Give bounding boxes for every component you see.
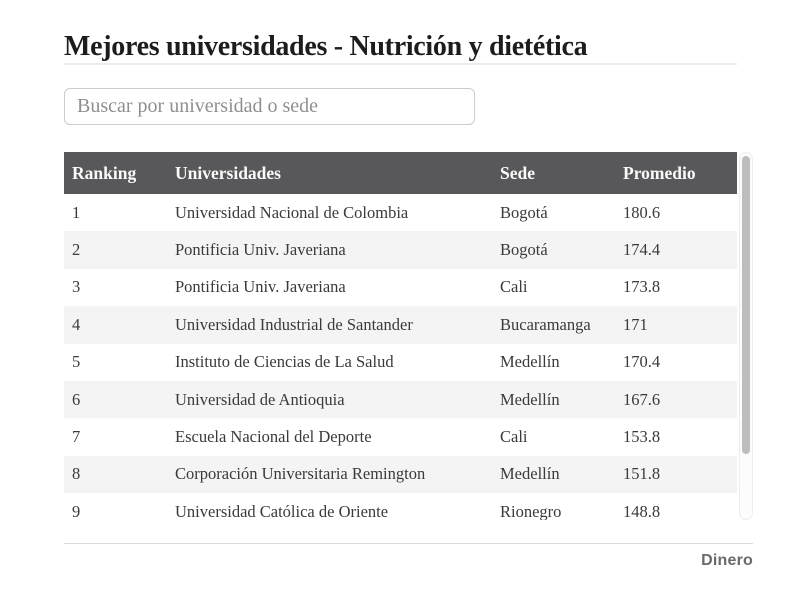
cell-promedio: 174.4 xyxy=(623,240,661,260)
cell-universidad: Universidad Industrial de Santander xyxy=(175,314,413,334)
cell-ranking: 3 xyxy=(72,277,81,297)
table-row: 5 Instituto de Ciencias de La Salud Medell… xyxy=(64,344,737,381)
cell-sede: Bogotá xyxy=(500,202,548,222)
cell-universidad: Corporación Universitaria Remington xyxy=(175,464,426,484)
table-row: 9 Universidad Católica de Oriente Rionegro… xyxy=(64,493,737,520)
cell-universidad: Instituto de Ciencias de La Salud xyxy=(175,352,394,372)
cell-ranking: 8 xyxy=(72,464,81,484)
table-header: Ranking Universidades Sede Promedio xyxy=(64,152,737,194)
table-scroll-viewport[interactable]: Ranking Universidades Sede Promedio 1 Uni… xyxy=(64,152,737,520)
cell-sede: Rionegro xyxy=(500,501,562,520)
cell-universidad: Pontificia Univ. Javeriana xyxy=(175,277,346,297)
cell-sede: Medellín xyxy=(500,389,560,409)
cell-ranking: 6 xyxy=(72,389,81,409)
cell-ranking: 9 xyxy=(72,501,81,520)
cell-promedio: 180.6 xyxy=(623,202,661,222)
ranking-table: Ranking Universidades Sede Promedio 1 Uni… xyxy=(64,152,737,520)
table-row: 2 Pontificia Univ. Javeriana Bogotá 174.4 xyxy=(64,231,737,269)
cell-ranking: 5 xyxy=(72,352,81,372)
table-header-row: Ranking Universidades Sede Promedio xyxy=(64,152,737,194)
cell-universidad: Universidad Nacional de Colombia xyxy=(175,202,409,222)
column-header-promedio: Promedio xyxy=(623,152,737,194)
title-divider xyxy=(64,63,737,65)
column-header-universidades: Universidades xyxy=(175,152,500,194)
ranking-table-area: Ranking Universidades Sede Promedio 1 Uni… xyxy=(64,152,753,520)
search-input[interactable] xyxy=(64,88,475,125)
footer-divider xyxy=(64,543,753,544)
cell-universidad: Escuela Nacional del Deporte xyxy=(175,427,372,447)
table-scrollbar-thumb[interactable] xyxy=(742,156,750,454)
table-row: 4 Universidad Industrial de Santander Buca… xyxy=(64,306,737,344)
cell-promedio: 148.8 xyxy=(623,501,661,520)
cell-sede: Cali xyxy=(500,427,528,447)
cell-ranking: 1 xyxy=(72,202,81,222)
cell-universidad: Universidad de Antioquia xyxy=(175,389,345,409)
cell-promedio: 167.6 xyxy=(623,389,661,409)
page-title: Mejores universidades - Nutrición y diet… xyxy=(64,30,588,62)
cell-universidad: Universidad Católica de Oriente xyxy=(175,501,389,520)
cell-sede: Cali xyxy=(500,277,528,297)
cell-universidad: Pontificia Univ. Javeriana xyxy=(175,240,346,260)
table-row: 1 Universidad Nacional de Colombia Bogotá 1… xyxy=(64,194,737,231)
cell-ranking: 7 xyxy=(72,427,81,447)
dinero-logo: Dinero xyxy=(701,552,753,569)
column-header-ranking: Ranking xyxy=(64,152,175,194)
cell-ranking: 4 xyxy=(72,314,81,334)
cell-sede: Medellín xyxy=(500,464,560,484)
cell-promedio: 170.4 xyxy=(623,352,661,372)
cell-promedio: 171 xyxy=(623,314,648,334)
cell-sede: Bucaramanga xyxy=(500,314,591,334)
cell-ranking: 2 xyxy=(72,240,81,260)
table-scrollbar-track[interactable] xyxy=(739,152,753,520)
cell-promedio: 173.8 xyxy=(623,277,661,297)
table-row: 8 Corporación Universitaria Remington Mede… xyxy=(64,455,737,494)
cell-sede: Bogotá xyxy=(500,240,548,260)
cell-sede: Medellín xyxy=(500,352,560,372)
table-row: 3 Pontificia Univ. Javeriana Cali 173.8 xyxy=(64,269,737,306)
cell-promedio: 151.8 xyxy=(623,464,661,484)
table-row: 7 Escuela Nacional del Deporte Cali 153.8 xyxy=(64,418,737,455)
column-header-sede: Sede xyxy=(500,152,623,194)
cell-promedio: 153.8 xyxy=(623,427,661,447)
table-body: 1 Universidad Nacional de Colombia Bogotá 1… xyxy=(64,194,737,520)
table-row: 6 Universidad de Antioquia Medellín 167.6 xyxy=(64,380,737,419)
